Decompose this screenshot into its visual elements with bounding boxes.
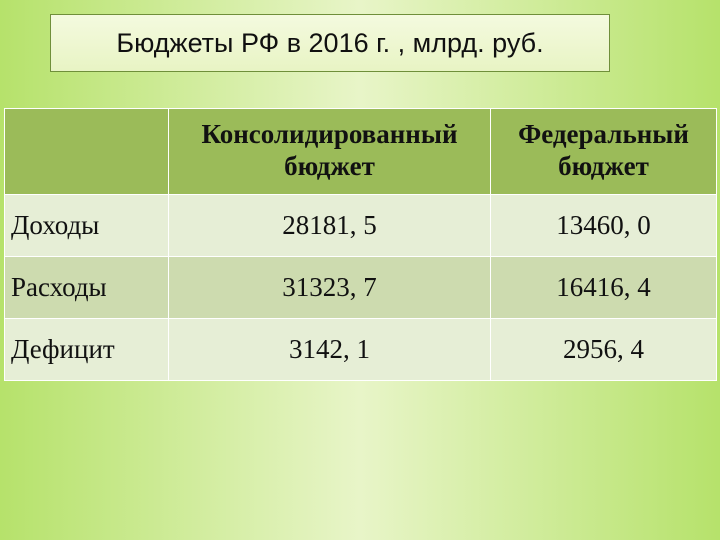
row-label: Доходы [5, 195, 169, 257]
table-row: Расходы 31323, 7 16416, 4 [5, 257, 717, 319]
title-box: Бюджеты РФ в 2016 г. , млрд. руб. [50, 14, 610, 72]
row-label: Дефицит [5, 319, 169, 381]
cell-federal: 13460, 0 [491, 195, 717, 257]
budget-table: Консолидированный бюджет Федеральный бюд… [4, 108, 717, 381]
cell-federal: 2956, 4 [491, 319, 717, 381]
table-header-row: Консолидированный бюджет Федеральный бюд… [5, 109, 717, 195]
cell-consolidated: 3142, 1 [169, 319, 491, 381]
table-row: Дефицит 3142, 1 2956, 4 [5, 319, 717, 381]
col-header-consolidated: Консолидированный бюджет [169, 109, 491, 195]
table-corner-cell [5, 109, 169, 195]
col-header-federal: Федеральный бюджет [491, 109, 717, 195]
cell-consolidated: 28181, 5 [169, 195, 491, 257]
cell-federal: 16416, 4 [491, 257, 717, 319]
row-label: Расходы [5, 257, 169, 319]
table-row: Доходы 28181, 5 13460, 0 [5, 195, 717, 257]
cell-consolidated: 31323, 7 [169, 257, 491, 319]
budget-table-wrap: Консолидированный бюджет Федеральный бюд… [4, 108, 716, 381]
slide-title: Бюджеты РФ в 2016 г. , млрд. руб. [116, 28, 543, 59]
